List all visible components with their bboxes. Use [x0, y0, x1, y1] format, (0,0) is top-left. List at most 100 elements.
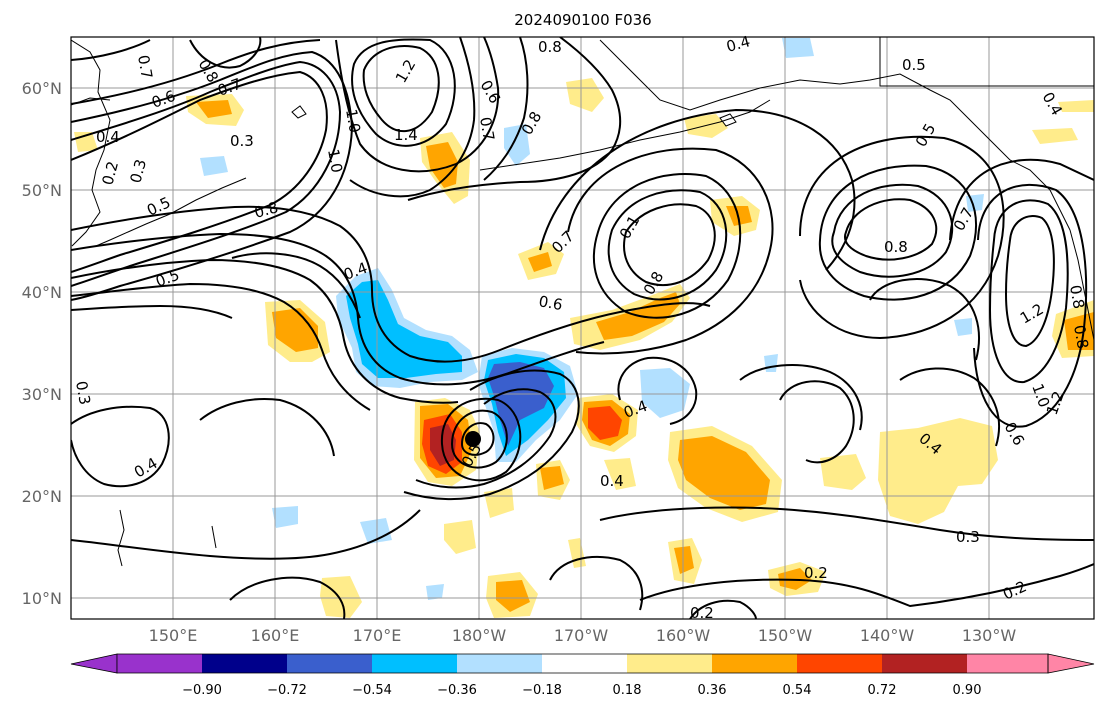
shade-yellow-region [1032, 128, 1078, 144]
lon-label: 150°E [149, 626, 198, 645]
colorbar-swatch [457, 654, 542, 673]
contour-label: 0.8 [252, 198, 280, 222]
kuril-chain [95, 177, 247, 247]
contour-label: 0.4 [600, 472, 624, 490]
contours [71, 37, 1094, 619]
contour-line [71, 258, 459, 404]
contour-line [973, 183, 1088, 428]
contour-line [617, 356, 698, 425]
lon-label: 170°E [353, 626, 402, 645]
contour-label: 0.3 [72, 380, 94, 407]
shade-orange-region [528, 252, 552, 272]
contour-line [567, 147, 774, 355]
lat-label: 30°N [22, 385, 62, 404]
contour-label: 0.8 [1066, 284, 1088, 311]
latitude-labels: 60°N 50°N 40°N 30°N 20°N 10°N [22, 79, 62, 608]
shade-lightblue-region [954, 318, 972, 336]
colorbar-extend-low [70, 653, 118, 674]
colorbar-swatch [627, 654, 712, 673]
colorbar-tick-label: 0.90 [953, 683, 982, 698]
map-panel: 0.7 0.8 0.6 0.7 0.4 0.3 0.2 0.3 0.5 0.8 … [70, 32, 1095, 622]
contour-label: 1.0 [324, 148, 346, 175]
colorbar-extend-high [1047, 653, 1095, 674]
kamchatka-coast [71, 39, 111, 247]
lat-label: 50°N [22, 181, 62, 200]
contour-line [599, 506, 1094, 541]
lon-label: 130°W [962, 626, 1017, 645]
contour-line [739, 364, 863, 431]
small-island [291, 105, 307, 119]
contour-line [899, 367, 1000, 447]
colorbar-swatch [797, 654, 882, 673]
contour-label: 1.0 [342, 108, 364, 135]
colorbar-swatch [967, 654, 1048, 673]
contour-line [450, 409, 508, 469]
shade-cyan-region [346, 280, 462, 378]
contour-line [71, 39, 151, 61]
colorbar-outline [116, 653, 1049, 674]
contour-line [844, 198, 938, 261]
contour-label: 0.7 [476, 116, 498, 143]
contour-line [639, 563, 1094, 608]
contour-line [949, 158, 1094, 241]
lon-label: 160°E [251, 626, 300, 645]
lon-label: 160°W [656, 626, 711, 645]
na-west-coast [1069, 229, 1094, 341]
contour-label: 0.4 [96, 128, 120, 146]
shade-yellow-region [566, 78, 604, 112]
shade-yellow-region [320, 576, 362, 618]
contour-line [362, 45, 440, 133]
shade-lightblue-region [504, 124, 530, 166]
contour-label: 0.3 [230, 132, 254, 150]
shade-lightblue-region [640, 368, 690, 418]
contour-line [189, 37, 262, 69]
shade-orange-region [1064, 312, 1094, 350]
coastlines [71, 37, 1094, 567]
contour-label: 0.8 [1070, 324, 1092, 351]
contour-line [1004, 215, 1055, 348]
colorbar-tick-label: −0.36 [437, 683, 477, 698]
contour-line [71, 304, 233, 319]
contour-label: 0.8 [538, 38, 562, 56]
contour-line [623, 203, 716, 286]
shade-lightblue-region [764, 354, 778, 372]
contour-label: 0.7 [134, 54, 156, 81]
shade-yellow-region [604, 458, 636, 490]
contour-line [349, 37, 476, 198]
colorbar-tick-label: −0.90 [182, 683, 222, 698]
contour-label: 0.6 [537, 292, 564, 314]
colorbar-tick-label: 0.54 [783, 683, 812, 698]
contour-line [71, 509, 421, 560]
figure-title: 2024090100 F036 [514, 11, 651, 29]
alaska-coast [599, 39, 1071, 231]
shade-orange-region [426, 142, 458, 188]
contour-line [71, 205, 711, 363]
lat-label: 60°N [22, 79, 62, 98]
colorbar-swatch [882, 654, 967, 673]
contour-line [988, 199, 1069, 384]
isle-small [211, 525, 217, 549]
lat-label: 20°N [22, 487, 62, 506]
contour-line [779, 380, 855, 464]
colorbar-tick-label: 0.72 [868, 683, 897, 698]
colorbar: −0.90 −0.72 −0.54 −0.36 −0.18 0.18 0.36 … [70, 653, 1095, 698]
contour-label: 1.4 [394, 126, 418, 144]
contour-line [71, 282, 371, 411]
colorbar-swatch [117, 654, 202, 673]
contour-line [229, 576, 346, 619]
contour-line [335, 37, 500, 173]
canada-border [879, 37, 1094, 87]
contour-line [818, 164, 978, 301]
storm-center-marker [465, 431, 481, 447]
contour-line [607, 189, 728, 301]
shade-lightblue-region [426, 584, 444, 600]
colorbar-tick-label: 0.36 [698, 683, 727, 698]
contour-line [483, 37, 529, 181]
contour-label: 0.3 [126, 157, 150, 185]
contour-line [71, 50, 354, 301]
colorbar-tick-label: −0.72 [267, 683, 307, 698]
shade-yellow-region [444, 520, 476, 554]
shade-yellow-region [1058, 100, 1094, 112]
shade-lightblue-region [360, 518, 392, 544]
